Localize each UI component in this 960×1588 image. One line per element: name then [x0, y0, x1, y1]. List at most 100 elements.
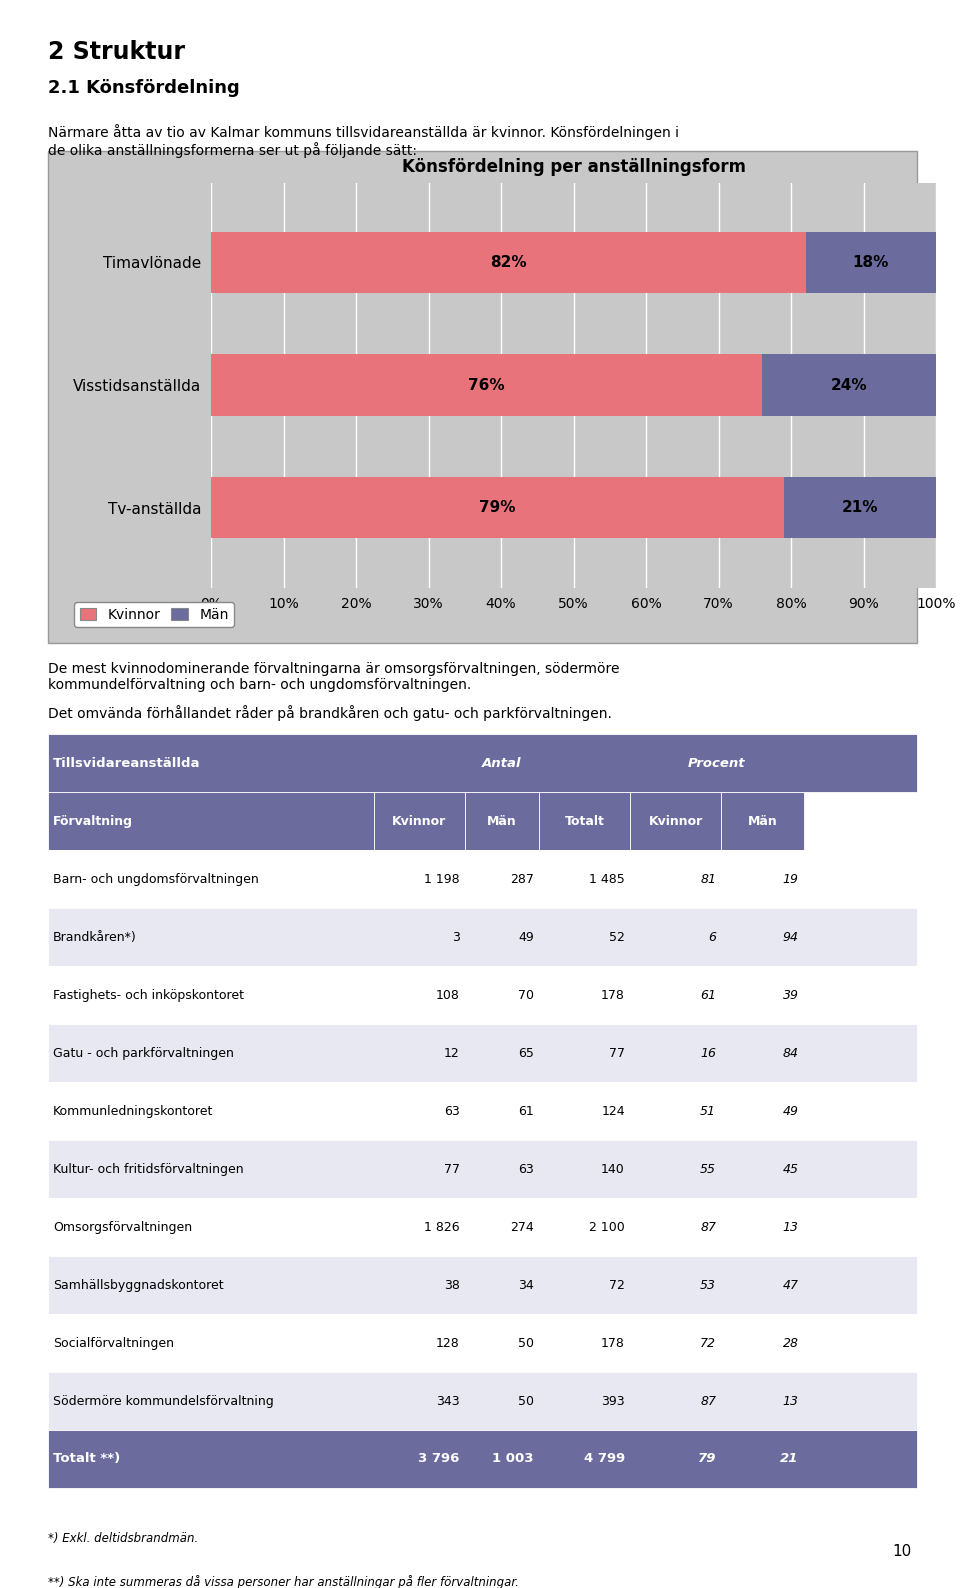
Bar: [48, 966, 917, 1024]
Text: 53: 53: [700, 1278, 716, 1291]
Text: 82%: 82%: [490, 256, 527, 270]
Bar: [783, 476, 936, 538]
Text: Omsorgsförvaltningen: Omsorgsförvaltningen: [53, 1221, 192, 1234]
Text: 16: 16: [700, 1046, 716, 1059]
Text: 34: 34: [517, 1278, 534, 1291]
Bar: [211, 476, 783, 538]
Bar: [630, 792, 721, 851]
Text: 4 799: 4 799: [584, 1453, 625, 1466]
Bar: [48, 792, 373, 851]
Text: 61: 61: [700, 989, 716, 1002]
Text: 50: 50: [517, 1337, 534, 1350]
Bar: [48, 1081, 917, 1140]
Text: 77: 77: [609, 1046, 625, 1059]
Text: Antal: Antal: [482, 757, 521, 770]
Text: 13: 13: [782, 1394, 799, 1407]
Text: 76%: 76%: [468, 378, 505, 392]
Text: 55: 55: [700, 1162, 716, 1175]
Text: 79%: 79%: [479, 500, 516, 515]
Bar: [48, 1024, 917, 1081]
Bar: [48, 734, 917, 792]
Text: 45: 45: [782, 1162, 799, 1175]
Bar: [762, 354, 936, 416]
Text: 70: 70: [517, 989, 534, 1002]
Text: 1 003: 1 003: [492, 1453, 534, 1466]
Bar: [48, 1197, 917, 1256]
Text: Brandkåren*): Brandkåren*): [53, 931, 137, 943]
Text: 178: 178: [601, 1337, 625, 1350]
Text: 72: 72: [609, 1278, 625, 1291]
Text: Totalt **): Totalt **): [53, 1453, 120, 1466]
Text: 79: 79: [698, 1453, 716, 1466]
Text: Kultur- och fritidsförvaltningen: Kultur- och fritidsförvaltningen: [53, 1162, 244, 1175]
Text: 343: 343: [436, 1394, 460, 1407]
Bar: [48, 1372, 917, 1429]
Text: Kommunledningskontoret: Kommunledningskontoret: [53, 1105, 213, 1118]
Bar: [48, 1313, 917, 1372]
Text: Män: Män: [487, 815, 516, 827]
Text: 47: 47: [782, 1278, 799, 1291]
Text: 6: 6: [708, 931, 716, 943]
Text: Södermöre kommundelsförvaltning: Södermöre kommundelsförvaltning: [53, 1394, 274, 1407]
Text: 24%: 24%: [830, 378, 867, 392]
Text: 38: 38: [444, 1278, 460, 1291]
Text: 274: 274: [510, 1221, 534, 1234]
Text: 128: 128: [436, 1337, 460, 1350]
Text: De mest kvinnodominerande förvaltningarna är omsorgsförvaltningen, södermöre
kom: De mest kvinnodominerande förvaltningarn…: [48, 662, 619, 692]
Text: Kvinnor: Kvinnor: [393, 815, 446, 827]
Text: 2 100: 2 100: [589, 1221, 625, 1234]
Text: 13: 13: [782, 1221, 799, 1234]
Text: 12: 12: [444, 1046, 460, 1059]
Bar: [721, 792, 804, 851]
Text: 39: 39: [782, 989, 799, 1002]
Text: 1 826: 1 826: [424, 1221, 460, 1234]
Text: 51: 51: [700, 1105, 716, 1118]
Text: 1 198: 1 198: [424, 873, 460, 886]
Text: 61: 61: [517, 1105, 534, 1118]
Text: Barn- och ungdomsförvaltningen: Barn- och ungdomsförvaltningen: [53, 873, 259, 886]
Bar: [465, 792, 539, 851]
Text: 140: 140: [601, 1162, 625, 1175]
Text: 10: 10: [893, 1545, 912, 1559]
Text: 52: 52: [609, 931, 625, 943]
Text: 3: 3: [452, 931, 460, 943]
Text: 87: 87: [700, 1394, 716, 1407]
Bar: [211, 232, 805, 294]
Text: 81: 81: [700, 873, 716, 886]
Bar: [805, 232, 936, 294]
Bar: [48, 1140, 917, 1197]
Text: Socialförvaltningen: Socialförvaltningen: [53, 1337, 174, 1350]
Text: Samhällsbyggnadskontoret: Samhällsbyggnadskontoret: [53, 1278, 224, 1291]
Text: 124: 124: [601, 1105, 625, 1118]
Text: Totalt: Totalt: [564, 815, 605, 827]
Bar: [48, 1429, 917, 1488]
Bar: [48, 908, 917, 966]
Bar: [211, 354, 762, 416]
Text: Tillsvidareanställda: Tillsvidareanställda: [53, 757, 201, 770]
Text: 63: 63: [517, 1162, 534, 1175]
Text: 84: 84: [782, 1046, 799, 1059]
Text: 49: 49: [517, 931, 534, 943]
Text: Närmare åtta av tio av Kalmar kommuns tillsvidareanställda är kvinnor. Könsförde: Närmare åtta av tio av Kalmar kommuns ti…: [48, 124, 679, 159]
Text: 2.1 Könsfördelning: 2.1 Könsfördelning: [48, 79, 240, 97]
Text: 65: 65: [517, 1046, 534, 1059]
Text: 63: 63: [444, 1105, 460, 1118]
Text: Män: Män: [748, 815, 778, 827]
Bar: [373, 792, 465, 851]
Bar: [539, 792, 630, 851]
Text: 18%: 18%: [852, 256, 889, 270]
Text: 2 Struktur: 2 Struktur: [48, 40, 185, 64]
Text: 28: 28: [782, 1337, 799, 1350]
Text: Procent: Procent: [688, 757, 746, 770]
Text: 94: 94: [782, 931, 799, 943]
Text: 287: 287: [510, 873, 534, 886]
Text: Det omvända förhållandet råder på brandkåren och gatu- och parkförvaltningen.: Det omvända förhållandet råder på brandk…: [48, 705, 612, 721]
Legend: Kvinnor, Män: Kvinnor, Män: [74, 602, 234, 627]
Text: *) Exkl. deltidsbrandmän.: *) Exkl. deltidsbrandmän.: [48, 1531, 199, 1545]
Bar: [48, 851, 917, 908]
Text: 393: 393: [601, 1394, 625, 1407]
Title: Könsfördelning per anställningsform: Könsfördelning per anställningsform: [401, 157, 746, 176]
Text: 3 796: 3 796: [419, 1453, 460, 1466]
Text: Kvinnor: Kvinnor: [649, 815, 703, 827]
Text: 1 485: 1 485: [589, 873, 625, 886]
